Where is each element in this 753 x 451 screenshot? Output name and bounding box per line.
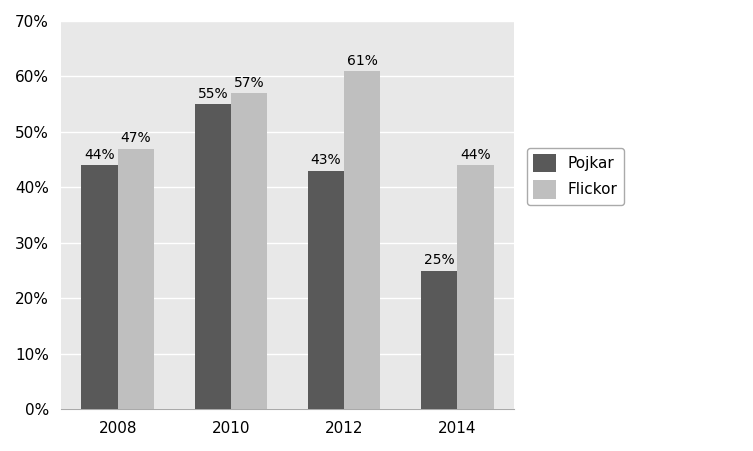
Bar bbox=[421, 271, 458, 409]
Bar bbox=[344, 71, 380, 409]
Text: 57%: 57% bbox=[233, 76, 264, 90]
Bar bbox=[231, 93, 267, 409]
Bar bbox=[308, 171, 344, 409]
Bar bbox=[81, 165, 117, 409]
Text: 43%: 43% bbox=[311, 153, 341, 167]
Bar bbox=[117, 148, 154, 409]
Text: 61%: 61% bbox=[347, 54, 378, 68]
Bar bbox=[458, 165, 494, 409]
Text: 25%: 25% bbox=[424, 253, 455, 267]
Text: 47%: 47% bbox=[120, 131, 151, 145]
Text: 44%: 44% bbox=[460, 148, 491, 162]
Text: 44%: 44% bbox=[84, 148, 115, 162]
Legend: Pojkar, Flickor: Pojkar, Flickor bbox=[526, 148, 623, 205]
Text: 55%: 55% bbox=[197, 87, 228, 101]
Bar bbox=[195, 104, 231, 409]
